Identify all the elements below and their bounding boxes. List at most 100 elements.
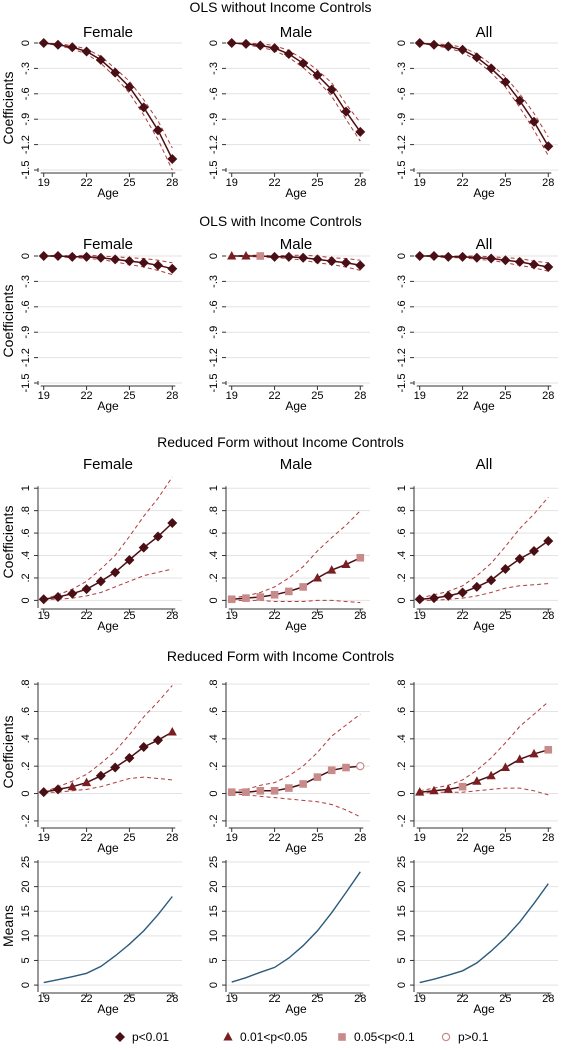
data-point [355,260,366,271]
x-tick-label: 19 [414,177,426,189]
y-tick-label: 20 [396,880,408,892]
x-tick-label: 22 [456,993,468,1005]
y-tick-label: 5 [20,957,32,963]
panel-title: Female [83,456,133,473]
panel-3-2: Male 0 .2 .4 .6 .8 1 19 22 25 28 Age [208,456,370,633]
data-point [415,787,425,796]
ci-lower-line [419,255,549,272]
y-tick-label: 0 [20,597,32,603]
y-tick-label: .8 [208,506,220,515]
panel-1-1: Female 0 -.3 -.6 -.9 -1.2 -1.5 19 22 25 28 Age Coeff… [0,24,182,200]
y-tick-label: .4 [208,551,220,560]
x-tick-label: 19 [414,390,426,402]
data-point [283,49,294,60]
data-point [356,553,365,562]
x-tick-label: 25 [499,177,511,189]
data-point [38,594,49,605]
y-tick-label: .6 [208,707,220,716]
data-point [471,252,482,263]
series-line [419,540,549,601]
data-point [110,567,121,578]
data-point [443,41,454,52]
x-tick-label: 22 [80,832,92,844]
x-axis-label: Age [473,399,495,413]
data-point [95,252,106,263]
chart-row-5: 0 5 10 15 20 25 19 22 25 28 Age Means 0 5 10 15 20 25 19 22… [0,856,558,1016]
ci-upper-line [231,254,361,261]
data-point [458,782,467,791]
x-tick-label: 28 [166,177,178,189]
y-tick-label: -1.5 [20,374,32,393]
y-tick-label: .8 [208,680,220,689]
panel-4-3: All -.2 0 .2 .4 .6 .8 19 22 25 28 Age [396,0,558,855]
data-point [110,67,121,78]
data-point [153,125,163,136]
ci-upper-line [43,254,173,264]
x-tick-label: 22 [268,832,280,844]
data-point [299,780,307,788]
ci-upper-line [419,701,549,792]
series-line [43,731,173,793]
data-point [543,262,554,273]
y-tick-label: 0 [396,40,408,46]
data-point [529,748,539,758]
x-tick-label: 28 [166,993,178,1005]
data-point [443,784,453,793]
y-tick-label: 0 [20,790,32,796]
x-tick-label: 25 [499,832,511,844]
panel-5-2: 0 5 10 15 20 25 19 22 25 28 Age [208,856,370,1016]
data-point [269,43,280,54]
data-point [457,44,468,55]
series-line [231,42,361,133]
ci-upper-line [419,496,549,599]
x-tick-label: 28 [166,390,178,402]
x-axis-label: Age [97,619,119,633]
x-tick-label: 25 [123,177,135,189]
data-point [529,116,539,127]
x-tick-label: 19 [38,993,50,1005]
x-tick-label: 28 [354,177,366,189]
ci-lower-line [43,776,173,793]
y-axis-label: Coefficients [0,716,16,789]
ci-lower-line [231,255,361,271]
data-point [341,559,351,568]
ci-lower-line [419,787,549,796]
x-tick-label: 25 [499,610,511,622]
data-point [298,58,309,69]
x-tick-label: 28 [542,610,554,622]
row-title: OLS without Income Controls [189,0,371,15]
data-point [298,252,309,263]
data-point [67,588,78,599]
y-tick-label: -.3 [396,62,408,75]
ci-upper-line [43,685,173,793]
x-tick-label: 22 [456,832,468,844]
y-axis-label: Coefficients [0,72,16,145]
y-tick-label: 20 [208,880,220,892]
data-point [256,593,265,601]
y-tick-label: -.3 [20,275,32,288]
data-point [242,594,250,602]
panel-title: All [476,236,493,253]
data-point [327,766,336,775]
data-point [472,776,482,785]
data-point [269,251,280,262]
y-tick-label: -.3 [396,275,408,288]
x-axis-label: Age [97,1002,119,1016]
y-tick-label: .4 [396,551,408,560]
y-tick-label: .6 [20,528,32,537]
panel-title: All [476,0,493,4]
series-line [43,522,173,601]
ci-lower-line [231,599,361,604]
y-tick-label: 0 [396,982,408,988]
y-tick-label: -.2 [208,814,220,827]
y-tick-label: 10 [396,930,408,942]
data-point [543,141,554,152]
x-tick-label: 19 [38,177,50,189]
data-point [124,752,135,763]
series-line [43,255,173,270]
y-tick-label: .6 [208,528,220,537]
data-point [227,251,237,260]
y-tick-label: -.2 [396,814,408,827]
data-point [312,572,323,582]
row-title: Reduced Form without Income Controls [157,434,404,450]
